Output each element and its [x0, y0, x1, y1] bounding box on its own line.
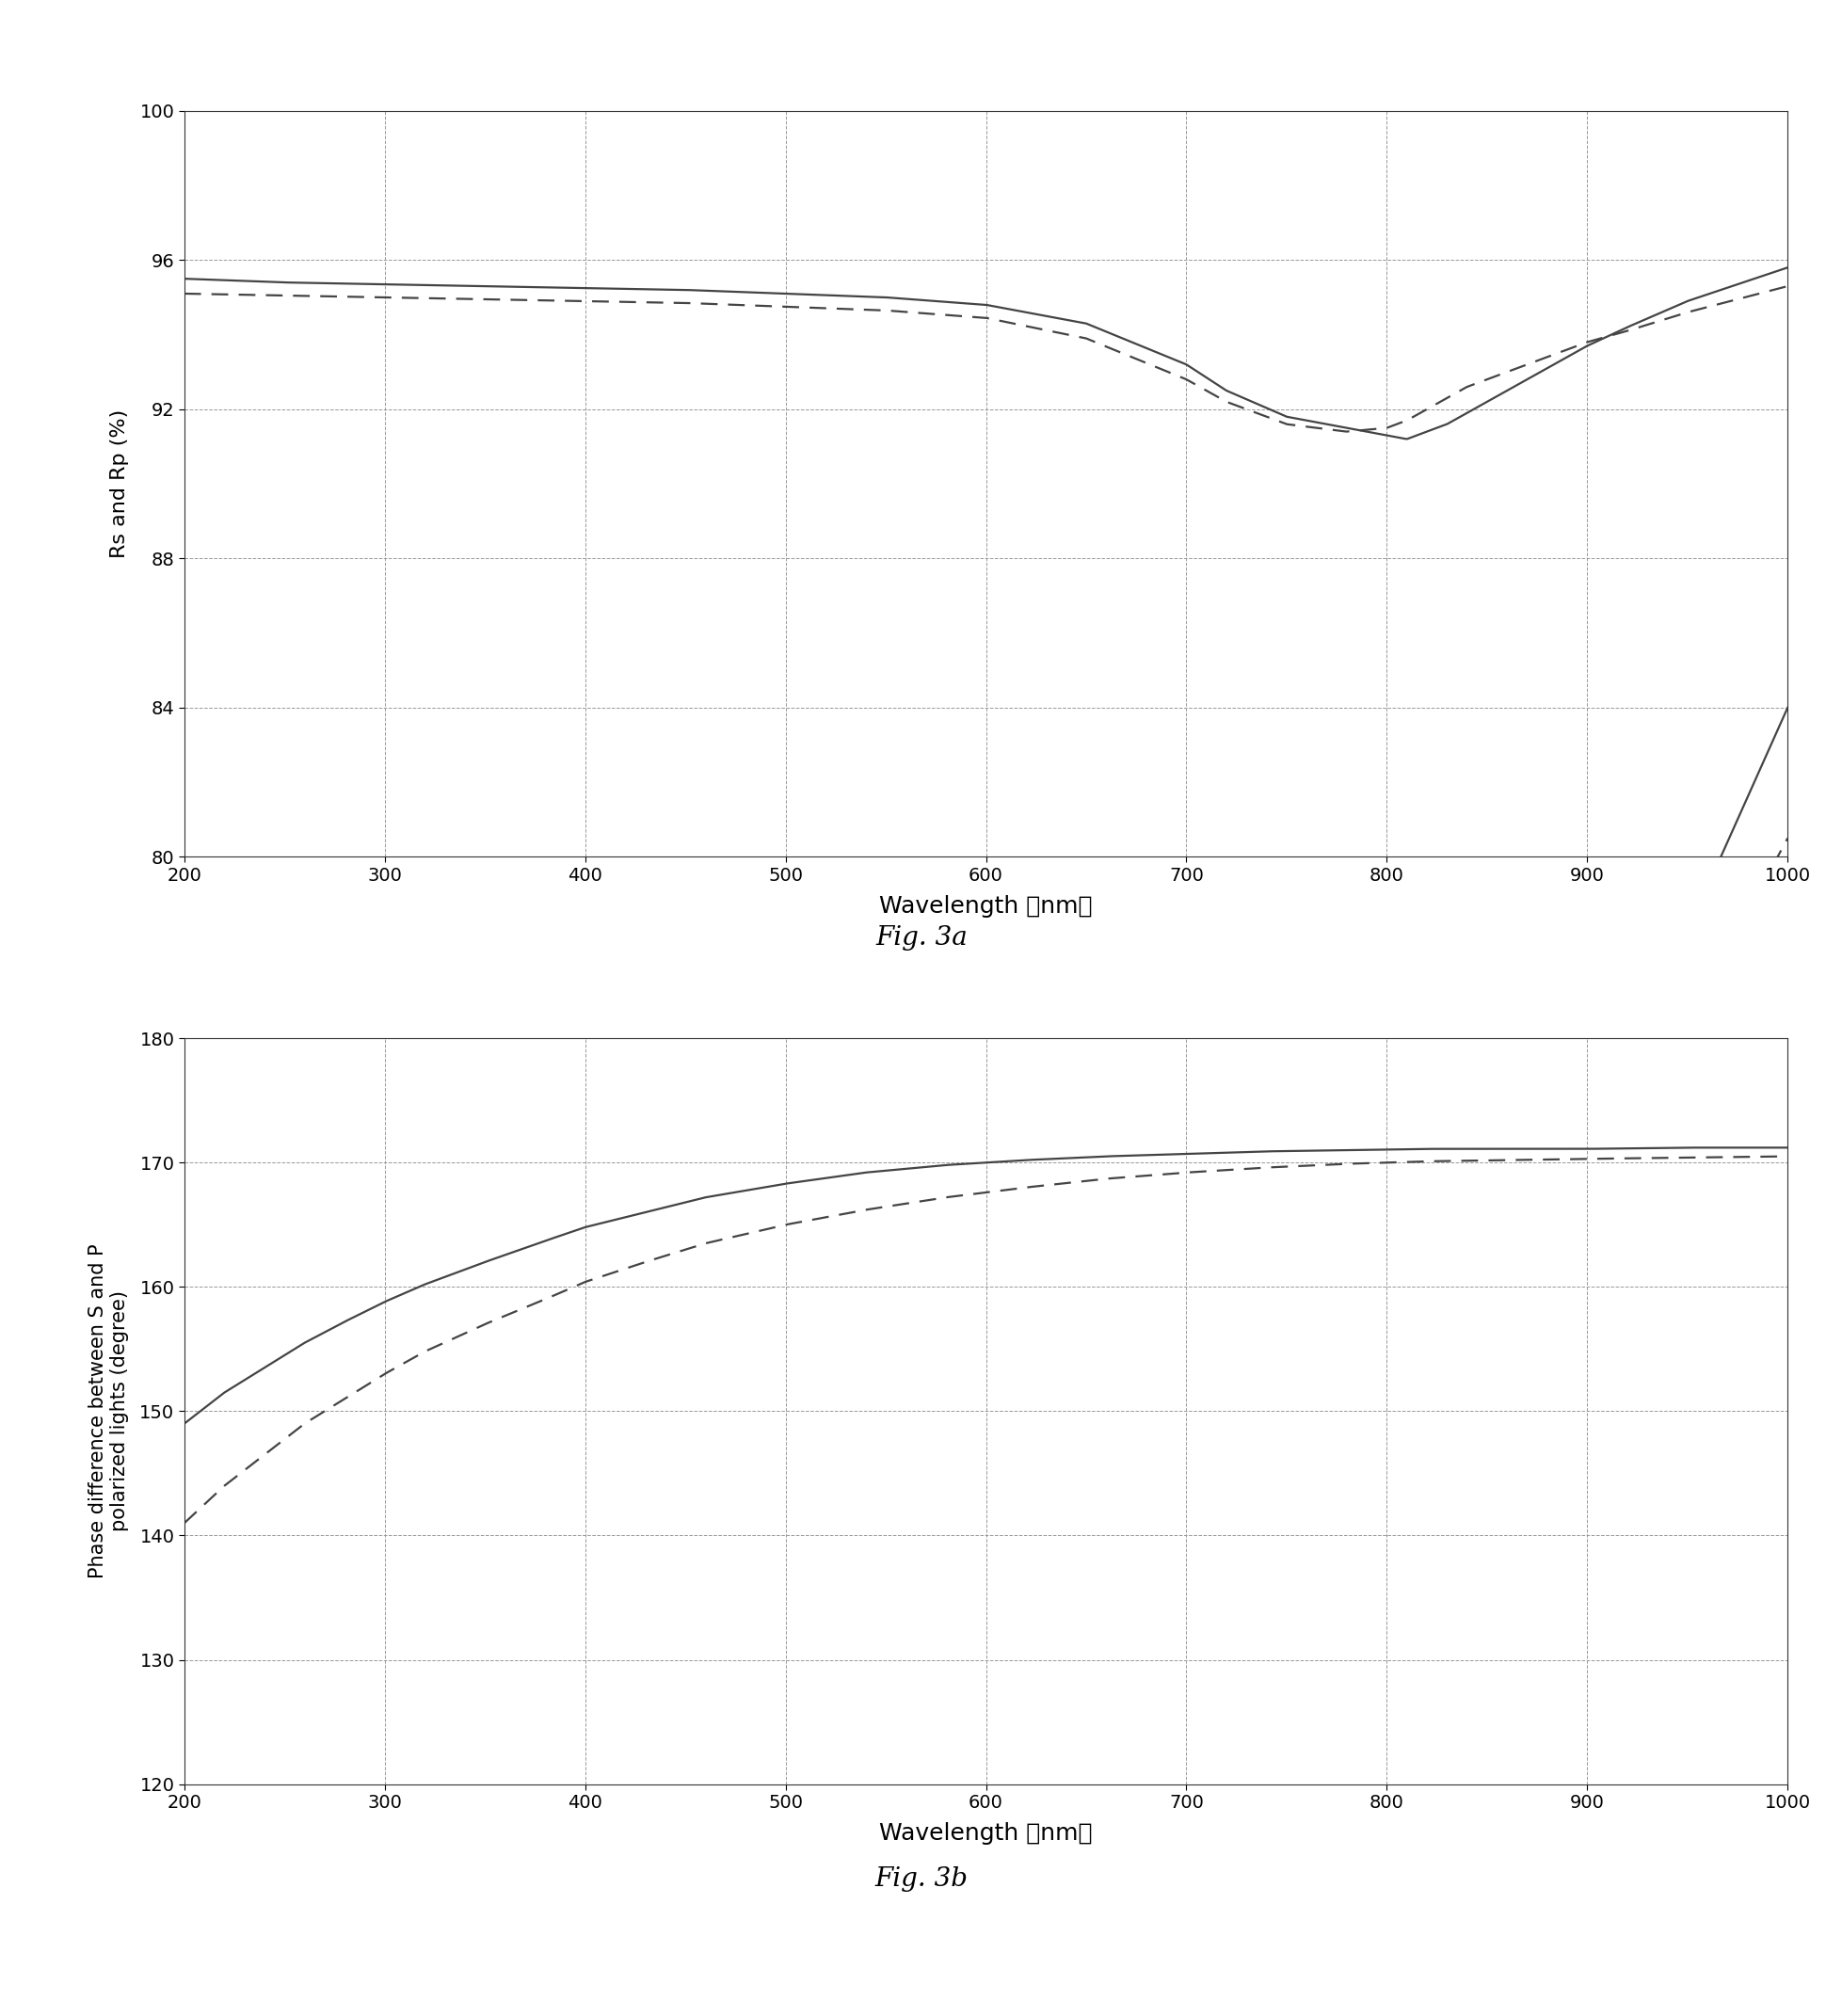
Y-axis label: Rs and Rp (%): Rs and Rp (%) [111, 409, 129, 558]
X-axis label: Wavelength （nm）: Wavelength （nm） [879, 895, 1092, 917]
X-axis label: Wavelength （nm）: Wavelength （nm） [879, 1822, 1092, 1845]
Text: Fig. 3b: Fig. 3b [875, 1867, 967, 1891]
Y-axis label: Phase difference between S and P
polarized lights (degree): Phase difference between S and P polariz… [88, 1244, 129, 1579]
Text: Fig. 3a: Fig. 3a [875, 925, 967, 950]
